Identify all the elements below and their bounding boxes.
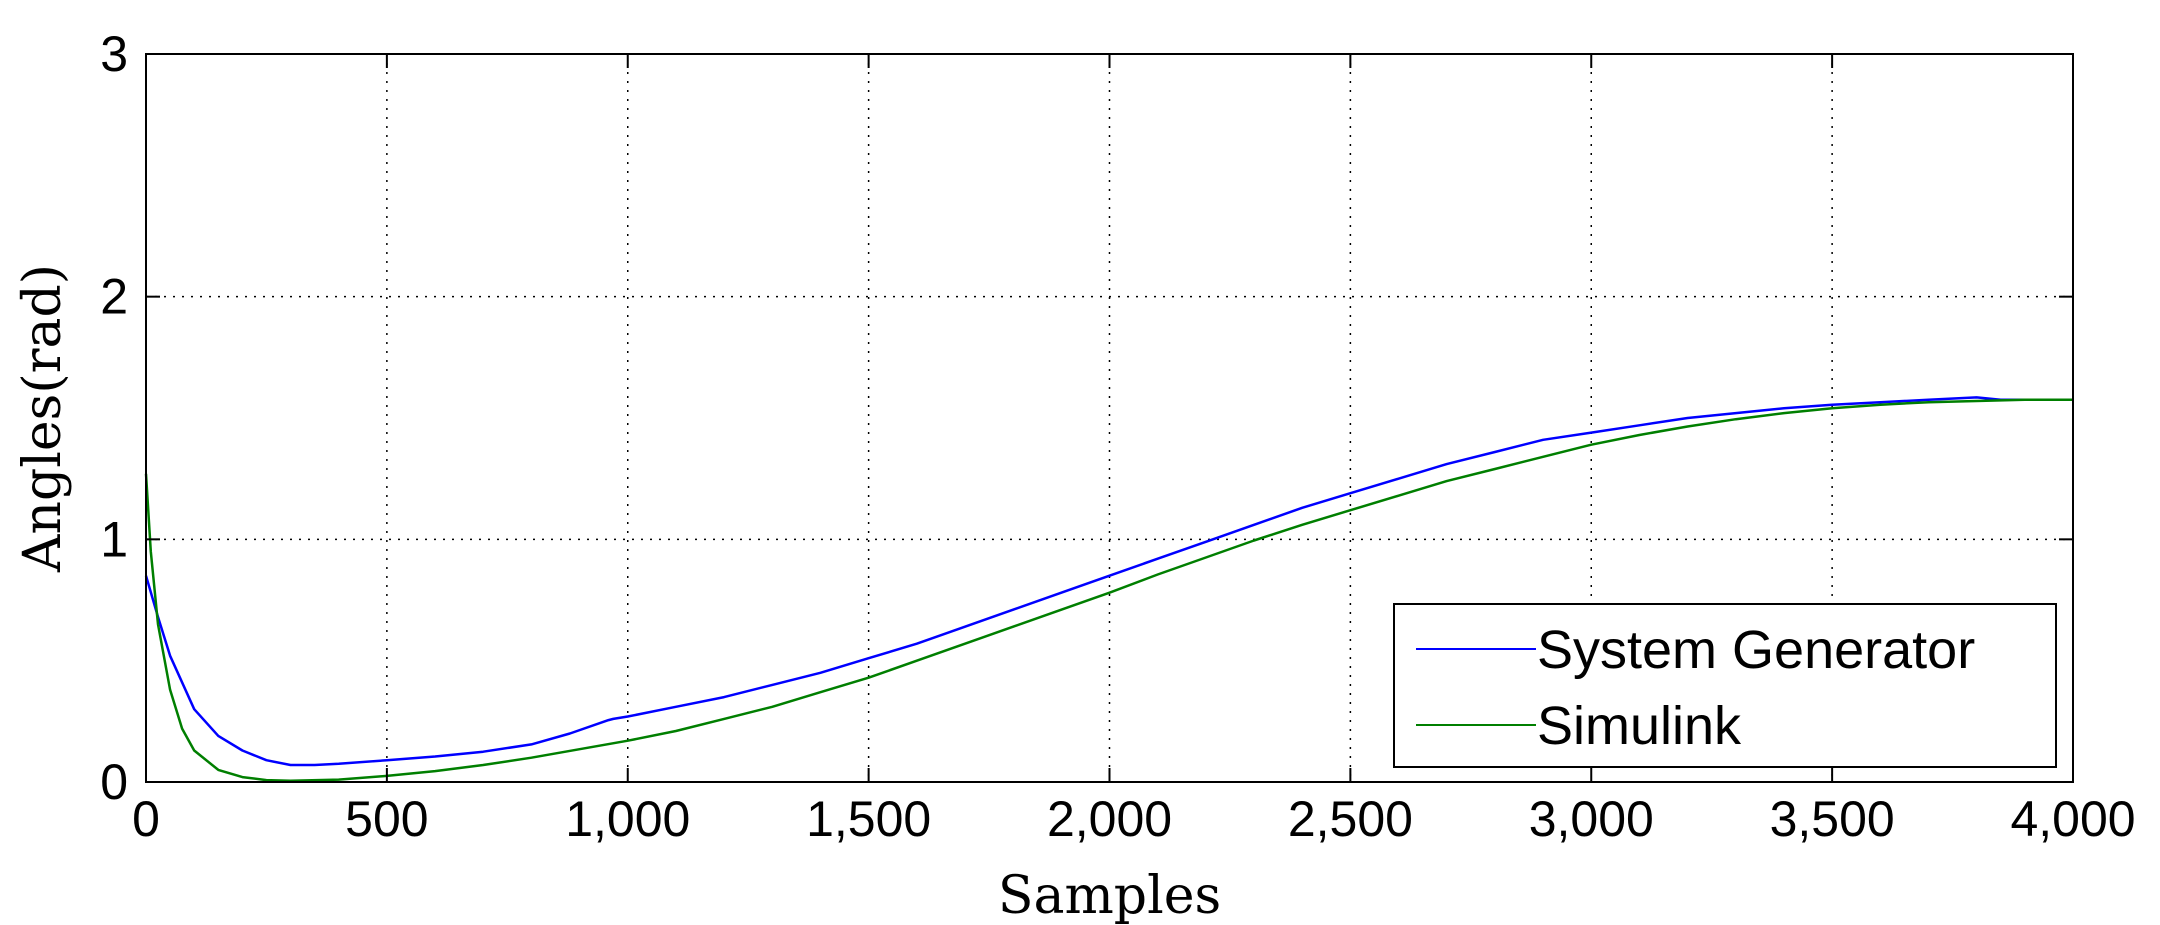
x-tick-label: 0	[132, 791, 160, 847]
series-line-simulink	[144, 398, 2073, 783]
x-tick-label: 500	[345, 791, 428, 847]
x-tick-label: 1,500	[806, 791, 931, 847]
legend: System Generator Simulink	[1393, 603, 2057, 768]
x-tick-label: 4,000	[2010, 791, 2135, 847]
x-tick-label: 3,500	[1770, 791, 1895, 847]
x-tick-label: 3,000	[1529, 791, 1654, 847]
series-lines	[144, 396, 2073, 783]
y-tick-label: 0	[100, 754, 128, 810]
y-tick-label: 2	[100, 269, 128, 325]
x-tick-label: 2,000	[1047, 791, 1172, 847]
legend-label-system-generator: System Generator	[1537, 620, 1975, 680]
y-axis-label: Angles(rad)	[13, 264, 73, 573]
x-tick-label: 2,500	[1288, 791, 1413, 847]
series-line-system-generator	[144, 396, 2073, 767]
grid-lines	[146, 54, 2073, 782]
legend-label-simulink: Simulink	[1537, 696, 1742, 756]
x-tick-label: 1,000	[565, 791, 690, 847]
x-axis-label: Samples	[998, 866, 1221, 925]
y-tick-label: 1	[100, 511, 128, 567]
y-tick-label: 3	[100, 26, 128, 82]
legend-box	[1393, 603, 2057, 768]
axis-ticks: 0 500 1,000 1,500 2,000 2,500 3,000 3,500 4,000 0…	[100, 26, 2135, 847]
